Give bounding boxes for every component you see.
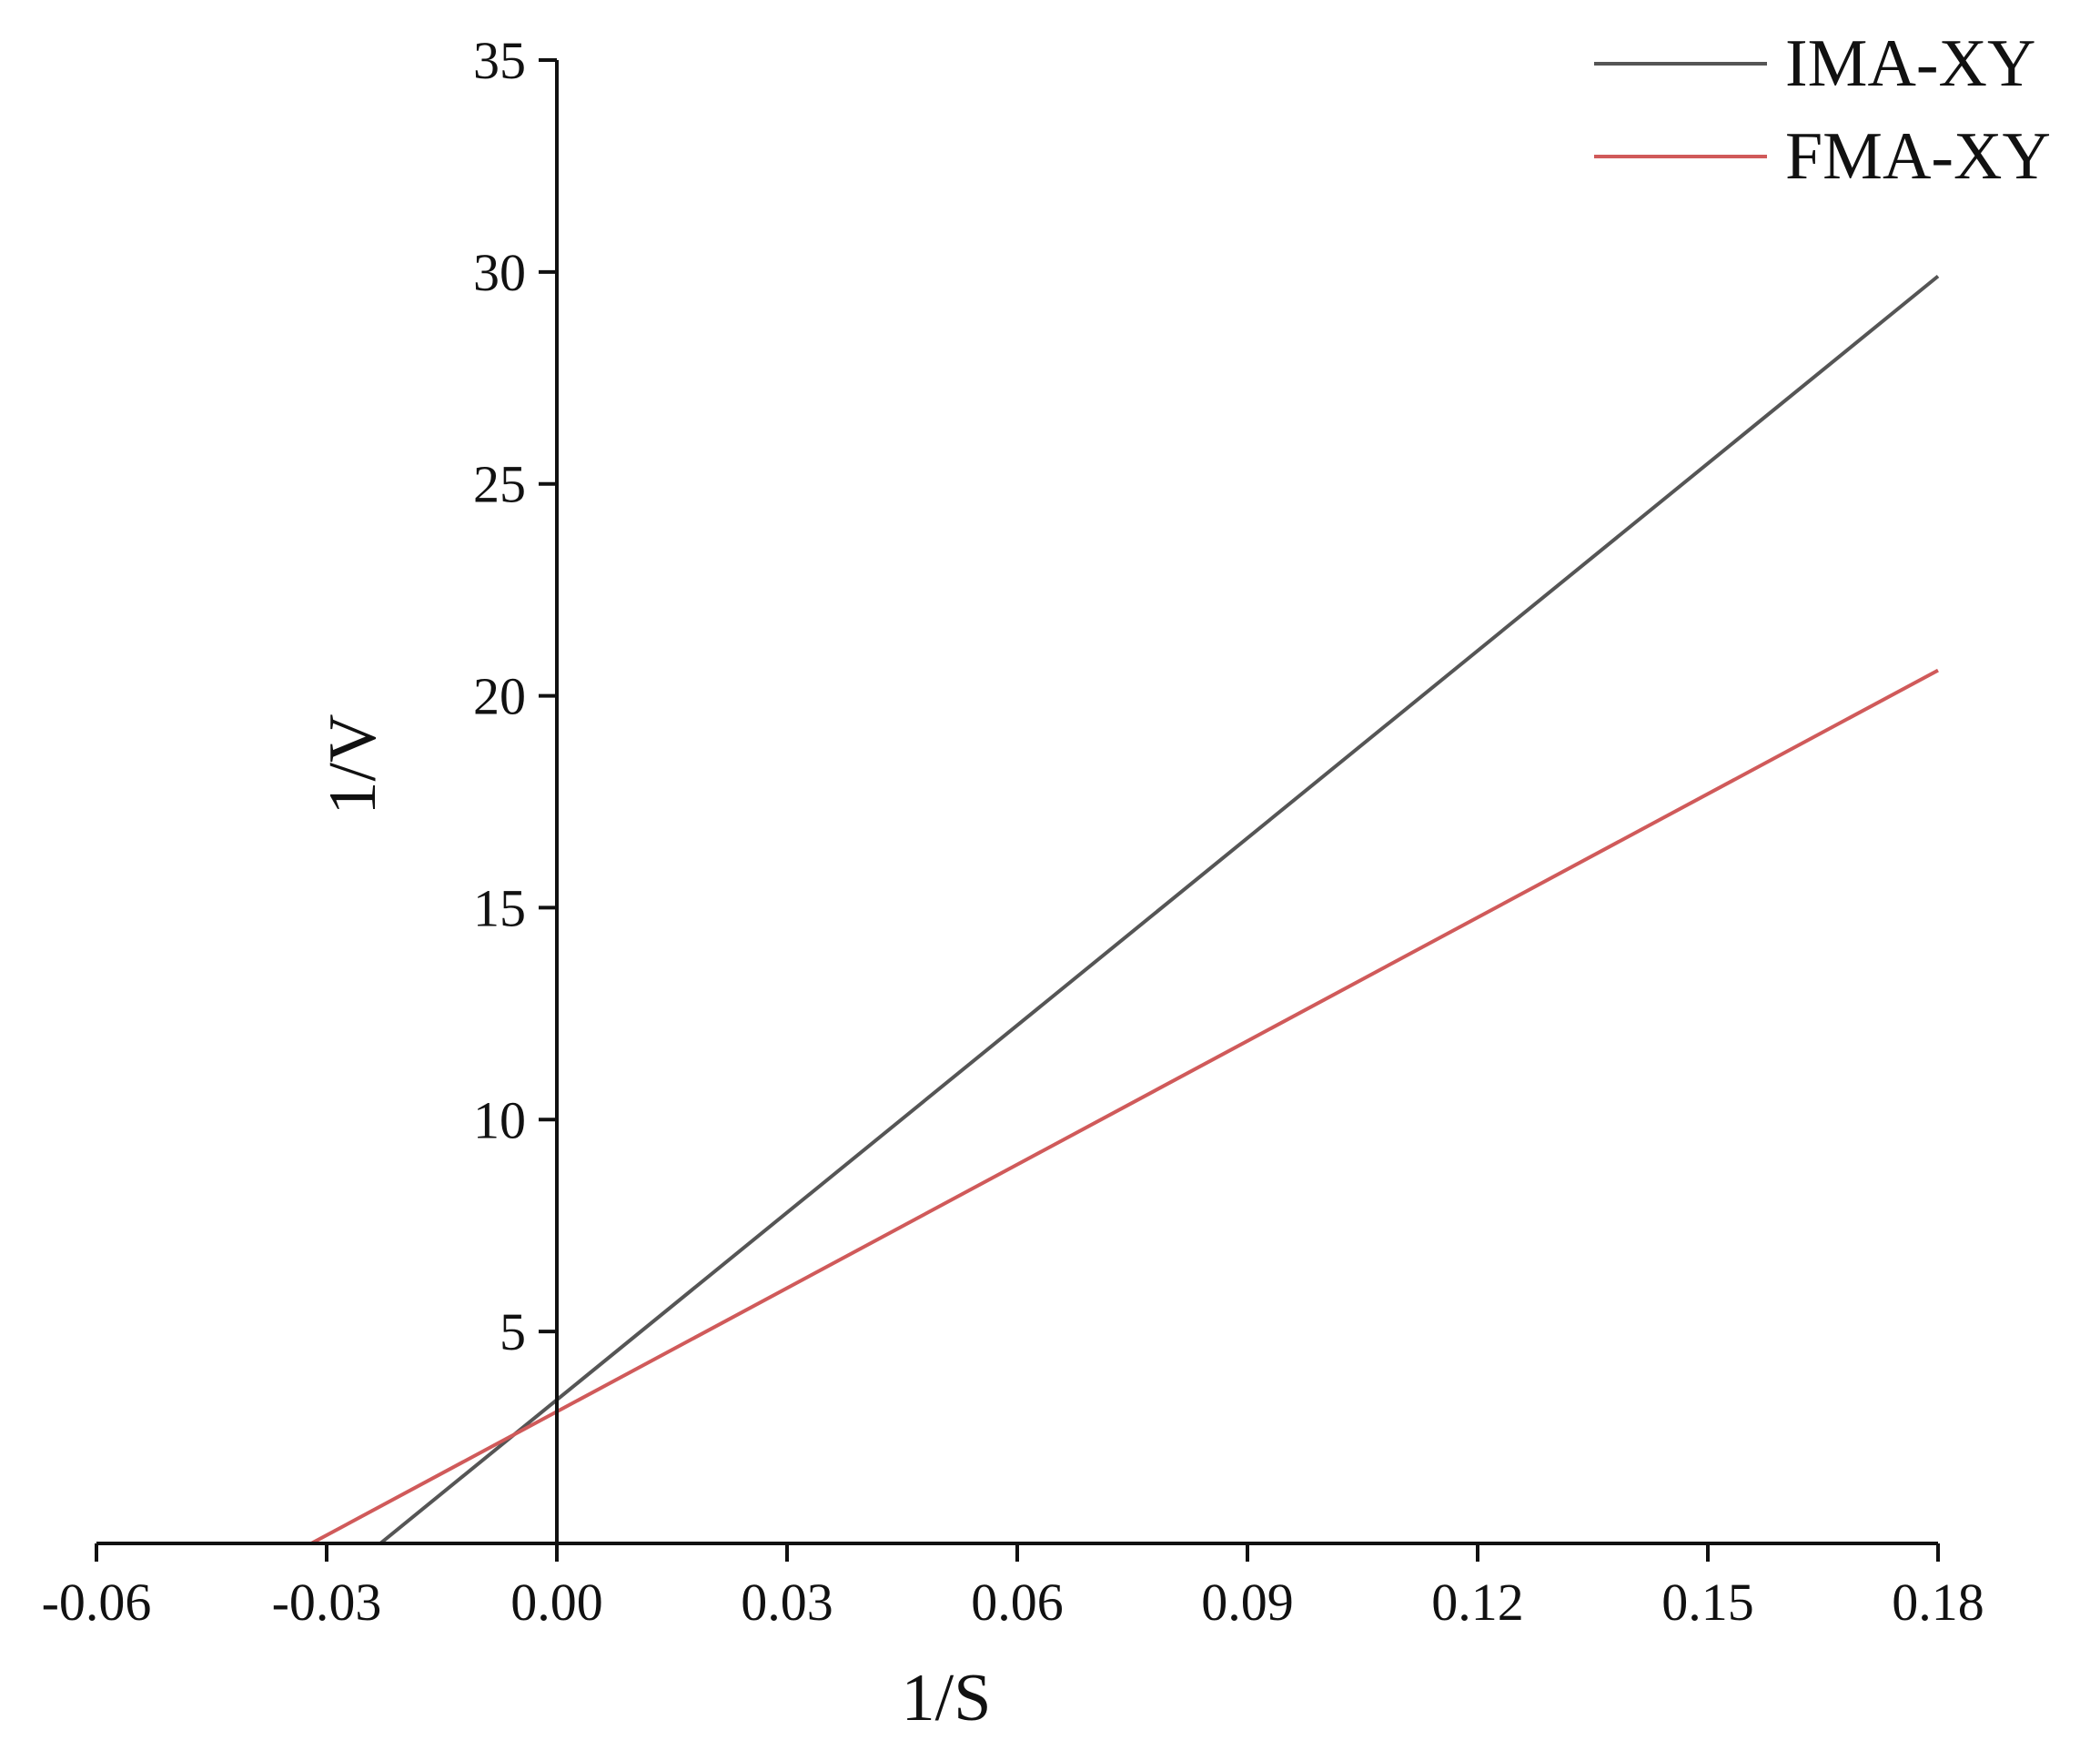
series-line-ima-xy — [379, 274, 1940, 1545]
x-tick-label: 0.09 — [1201, 1573, 1294, 1632]
y-axis-title: 1/V — [316, 714, 390, 815]
x-tick-label: 0.06 — [971, 1573, 1064, 1632]
x-axis-title: 1/S — [902, 1661, 992, 1735]
y-tick-label: 5 — [500, 1302, 526, 1361]
legend-label: FMA-XY — [1785, 119, 2051, 194]
x-tick-label: 0.18 — [1892, 1573, 1984, 1632]
x-tick-label: 0.12 — [1431, 1573, 1524, 1632]
y-tick-label: 30 — [473, 243, 526, 302]
y-tick-label: 35 — [473, 31, 526, 90]
legend: IMA-XY FMA-XY — [1594, 26, 2051, 194]
x-tick-label: -0.06 — [42, 1573, 152, 1632]
x-tick-label: 0.15 — [1661, 1573, 1754, 1632]
x-tick-label: 0.03 — [741, 1573, 833, 1632]
x-tick-label: -0.03 — [272, 1573, 382, 1632]
y-tick-label: 10 — [473, 1090, 526, 1149]
y-tick-label: 15 — [473, 878, 526, 937]
legend-label: IMA-XY — [1785, 26, 2035, 101]
x-tick-label: 0.00 — [510, 1573, 603, 1632]
y-tick-label: 25 — [473, 455, 526, 514]
y-tick-label: 20 — [473, 667, 526, 726]
series-line-fma-xy — [310, 668, 1939, 1545]
series-layer — [310, 274, 1940, 1545]
ticks-layer: -0.06 -0.03 0.00 0.03 0.06 0.09 0.12 0.15 0.18 5 1… — [42, 31, 1984, 1632]
